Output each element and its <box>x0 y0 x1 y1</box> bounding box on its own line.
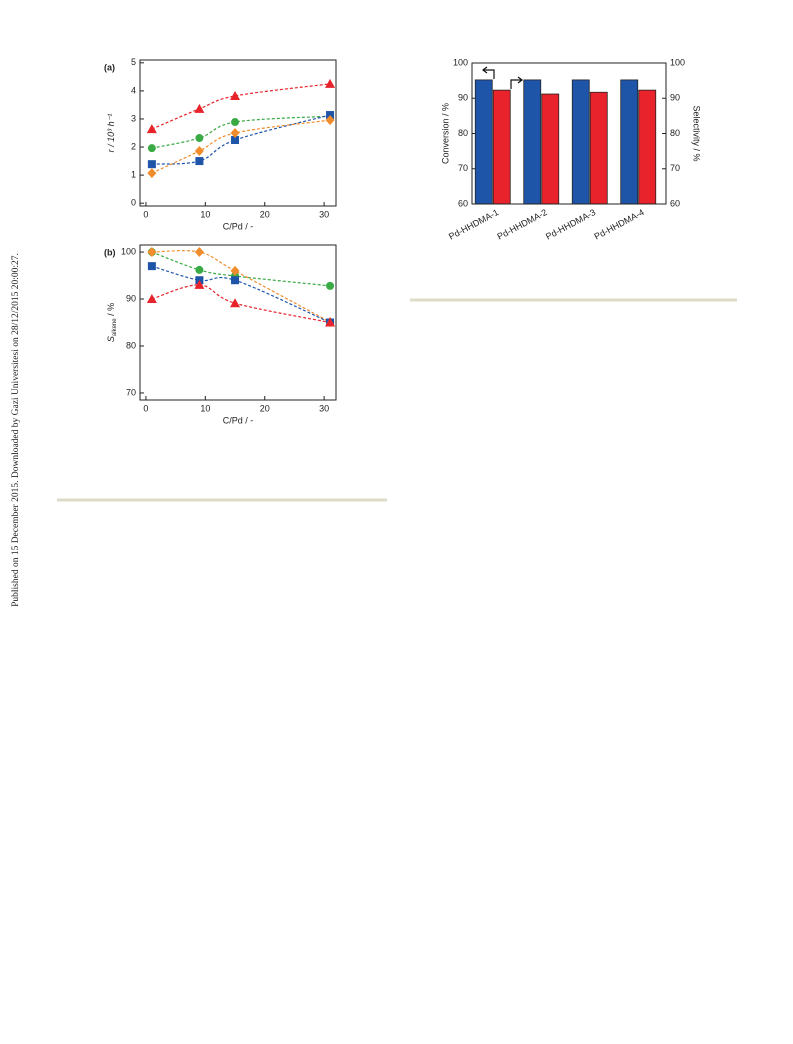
x-tick-label: 20 <box>260 209 270 219</box>
y-axis-label-part: alkene <box>112 318 118 336</box>
marker <box>231 136 240 145</box>
panel-label: (a) <box>104 62 115 72</box>
fit-curve <box>151 265 331 324</box>
marker <box>325 115 335 126</box>
marker <box>146 294 157 304</box>
y-tick-label: 3 <box>131 113 136 123</box>
x-tick-label: Pd-HHDMA-2 <box>496 207 549 242</box>
fit-curve <box>151 119 331 174</box>
marker <box>147 247 157 258</box>
marker <box>230 265 240 276</box>
y2-tick-label: 80 <box>670 128 680 138</box>
y-tick-label: 70 <box>126 387 136 397</box>
panel-label: (b) <box>104 247 116 257</box>
x-tick-label: 0 <box>143 209 148 219</box>
fit-curve <box>151 284 331 324</box>
conversion-arrow <box>482 66 523 89</box>
x-tick-label: 0 <box>143 403 148 413</box>
marker <box>231 276 240 285</box>
y-axis-label: Salkene / % <box>106 303 117 342</box>
y2-tick-label: 70 <box>670 163 680 173</box>
y2-tick-label: 90 <box>670 93 680 103</box>
y-tick-label: 90 <box>458 93 468 103</box>
x-tick-label: 20 <box>260 403 270 413</box>
marker <box>195 157 204 166</box>
marker <box>230 128 240 138</box>
fit-curve <box>151 251 331 287</box>
y-tick-label: 80 <box>458 128 468 138</box>
marker <box>147 144 156 153</box>
bar <box>620 79 639 205</box>
marker <box>230 298 241 308</box>
x-tick-label: Pd-HHDMA-3 <box>544 207 597 242</box>
y-tick-label: 4 <box>131 85 136 95</box>
fit-curve <box>151 83 331 130</box>
x-tick-label: 30 <box>319 403 329 413</box>
marker <box>147 160 156 169</box>
marker <box>326 111 335 120</box>
y-axis-label: r / 10³ h⁻¹ <box>106 114 116 153</box>
marker <box>195 134 204 143</box>
marker <box>194 279 205 289</box>
x-tick-label: Pd-HHDMA-1 <box>447 207 500 242</box>
fit-curve <box>151 114 331 165</box>
marker <box>194 103 205 113</box>
y-tick-label: 90 <box>126 293 136 303</box>
y-axis-label: Conversion / % <box>440 103 450 164</box>
y-tick-label: 0 <box>131 198 136 208</box>
y2-axis-label: Selectivity / % <box>692 105 702 161</box>
bar <box>474 79 493 205</box>
marker <box>147 168 157 179</box>
fit-curve <box>151 250 331 323</box>
marker <box>146 124 157 134</box>
marker <box>195 265 204 274</box>
marker <box>147 262 156 271</box>
marker <box>231 118 240 127</box>
x-tick-label: 30 <box>319 209 329 219</box>
y-tick-label: 1 <box>131 169 136 179</box>
bar <box>492 89 511 205</box>
y-axis-label-part: r / 10³ h⁻¹ <box>106 114 116 153</box>
y-axis-label-part: S <box>106 336 116 342</box>
marker <box>325 317 336 327</box>
y-tick-label: 60 <box>458 198 468 208</box>
plot-frame <box>139 59 337 207</box>
marker <box>326 281 335 290</box>
y-axis-label-part: / % <box>106 303 116 319</box>
y-tick-label: 100 <box>453 57 468 67</box>
x-tick-label: 10 <box>200 403 210 413</box>
y-tick-label: 80 <box>126 340 136 350</box>
y2-tick-label: 60 <box>670 198 680 208</box>
x-axis-label: C/Pd / - <box>223 221 254 231</box>
y-tick-label: 70 <box>458 163 468 173</box>
fit-curve <box>151 115 331 149</box>
plot-frame <box>471 62 667 205</box>
x-tick-label: Pd-HHDMA-4 <box>593 207 646 242</box>
marker <box>194 247 204 258</box>
marker <box>325 78 336 88</box>
bar <box>541 93 560 205</box>
side-note: Published on 15 December 2015. Downloade… <box>11 253 21 607</box>
y-tick-label: 100 <box>121 246 136 256</box>
bar <box>638 89 657 205</box>
y2-tick-label: 100 <box>670 57 685 67</box>
x-tick-label: 10 <box>200 209 210 219</box>
marker <box>194 145 204 156</box>
bar <box>589 91 608 205</box>
x-axis-label: C/Pd / - <box>223 415 254 425</box>
plot-frame <box>139 244 337 401</box>
marker <box>230 90 241 100</box>
y-tick-label: 5 <box>131 57 136 67</box>
y-tick-label: 2 <box>131 141 136 151</box>
bar <box>571 79 590 205</box>
bar <box>523 79 542 205</box>
